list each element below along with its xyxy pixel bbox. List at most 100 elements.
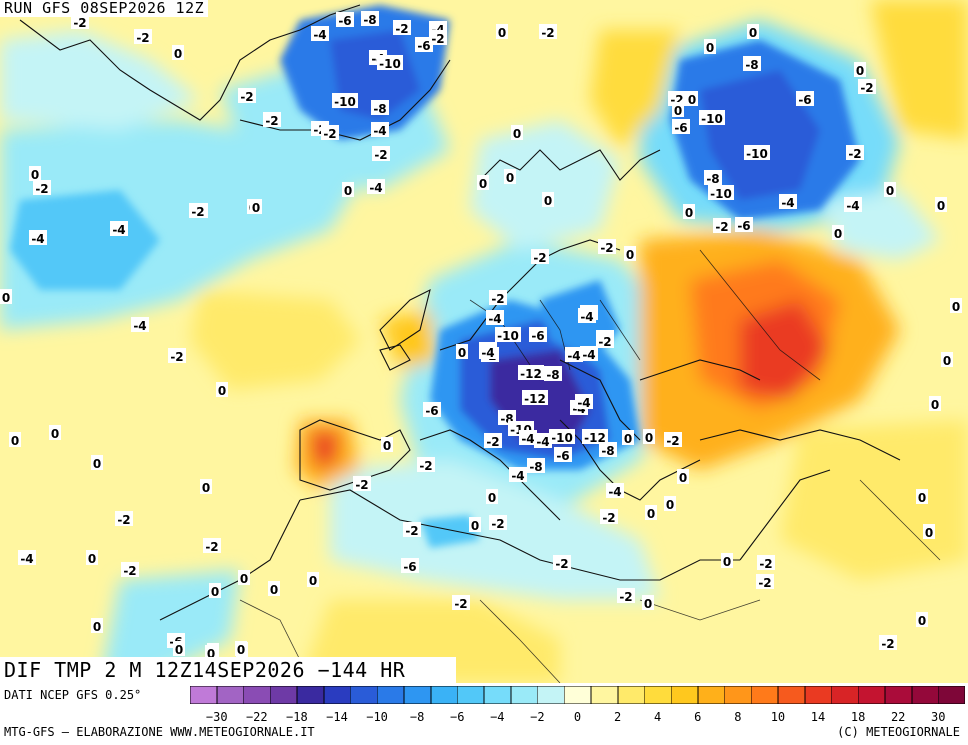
color-swatch: [403, 686, 431, 704]
contour-label-bg: [18, 550, 36, 565]
contour-label-bg: [645, 505, 657, 520]
color-swatch: [377, 686, 405, 704]
color-swatch: [644, 686, 672, 704]
contour-label-bg: [216, 382, 228, 397]
contour-label-bg: [367, 179, 385, 194]
contour-label: 0: [952, 300, 960, 314]
contour-label-bg: [401, 558, 419, 573]
contour-label: 0: [674, 104, 682, 118]
contour-label-bg: [121, 562, 139, 577]
contour-label-bg: [846, 145, 864, 160]
contour-label-bg: [203, 538, 221, 553]
contour-label-bg: [534, 433, 552, 448]
color-swatch: [884, 686, 913, 704]
contour-label-bg: [423, 402, 441, 417]
color-scale-tick-label: −30: [205, 710, 228, 724]
contour-label-bg: [554, 447, 572, 462]
contour-label-bg: [91, 618, 103, 633]
color-scale-tick-label: 30: [931, 710, 946, 724]
contour-label: 0: [344, 184, 352, 198]
contour-label-bg: [721, 553, 733, 568]
contour-label-bg: [744, 145, 770, 160]
contour-label: -10: [551, 431, 573, 445]
contour-label: 0: [685, 206, 693, 220]
contour-label: -2: [619, 590, 632, 604]
contour-label: 0: [706, 41, 714, 55]
contour-label: -2: [486, 435, 499, 449]
contour-label: -2: [848, 147, 861, 161]
contour-label-bg: [173, 641, 185, 656]
contour-label: 0: [458, 346, 466, 360]
contour-label-bg: [372, 146, 390, 161]
contour-label-bg: [779, 194, 797, 209]
contour-label: 0: [175, 643, 183, 657]
contour-label: -8: [529, 460, 542, 474]
contour-label-bg: [86, 550, 98, 565]
contour-label-bg: [495, 327, 521, 342]
contour-label-bg: [456, 344, 468, 359]
contour-label: 0: [93, 457, 101, 471]
color-swatch: [457, 686, 485, 704]
contour-label: -2: [123, 564, 136, 578]
contour-label: -8: [363, 13, 376, 27]
contour-label-bg: [235, 641, 247, 656]
contour-label-bg: [580, 346, 598, 361]
color-swatch: [777, 686, 806, 704]
contour-label: 0: [856, 64, 864, 78]
color-swatch: [323, 686, 351, 704]
contour-label-bg: [307, 572, 319, 587]
color-scale-tick-label: 4: [654, 710, 662, 724]
contour-label: -10: [746, 147, 768, 161]
contour-label: 0: [918, 491, 926, 505]
contour-label: 0: [237, 643, 245, 657]
contour-label: 0: [252, 201, 260, 215]
contour-label: -2: [35, 182, 48, 196]
contour-label-bg: [172, 45, 184, 60]
contour-label-bg: [489, 515, 507, 530]
contour-label: 0: [2, 291, 10, 305]
contour-label-bg: [321, 125, 339, 140]
contour-label: 0: [488, 491, 496, 505]
contour-label-bg: [672, 119, 690, 134]
contour-label: 0: [218, 384, 226, 398]
contour-label: 0: [723, 555, 731, 569]
contour-label-bg: [743, 56, 761, 71]
contour-label: -2: [715, 220, 728, 234]
contour-label: -2: [240, 90, 253, 104]
contour-label: -2: [881, 637, 894, 651]
temperature-anomaly-map: -2-6-8-4-2-4-20-20-6-20-40-10-80-2-10-60…: [0, 0, 968, 683]
contour-label-bg: [854, 62, 866, 77]
contour-label: 0: [834, 227, 842, 241]
contour-label: 0: [647, 507, 655, 521]
contour-label: -10: [701, 112, 723, 126]
color-scale-tick-label: 6: [694, 710, 702, 724]
contour-label-bg: [529, 327, 547, 342]
contour-label-bg: [606, 483, 624, 498]
contour-label: 0: [626, 248, 634, 262]
contour-label-bg: [518, 365, 544, 380]
contour-label: -2: [533, 251, 546, 265]
contour-label-bg: [29, 166, 41, 181]
contour-label: -2: [491, 292, 504, 306]
color-scale-tick-label: 2: [613, 710, 622, 724]
contour-label: -10: [379, 57, 401, 71]
contour-label: -4: [373, 124, 386, 138]
contour-label: -2: [541, 26, 554, 40]
contour-label: -4: [608, 485, 621, 499]
contour-label: 0: [749, 26, 757, 40]
contour-label: -2: [395, 22, 408, 36]
color-swatch: [590, 686, 619, 704]
contour-label: -4: [577, 396, 590, 410]
contour-label: -8: [706, 172, 719, 186]
contour-label-bg: [844, 197, 862, 212]
contour-label-bg: [134, 29, 152, 44]
contour-label-bg: [672, 102, 684, 117]
contour-label-bg: [403, 522, 421, 537]
contour-label-bg: [522, 390, 548, 405]
credit-left: MTG-GFS — ELABORAZIONE WWW.METEOGIORNALE…: [4, 725, 315, 739]
contour-label-bg: [704, 170, 722, 185]
contour-label-bg: [950, 298, 962, 313]
contour-label-bg: [452, 595, 470, 610]
contour-label-bg: [238, 570, 250, 585]
contour-label: -10: [497, 329, 519, 343]
